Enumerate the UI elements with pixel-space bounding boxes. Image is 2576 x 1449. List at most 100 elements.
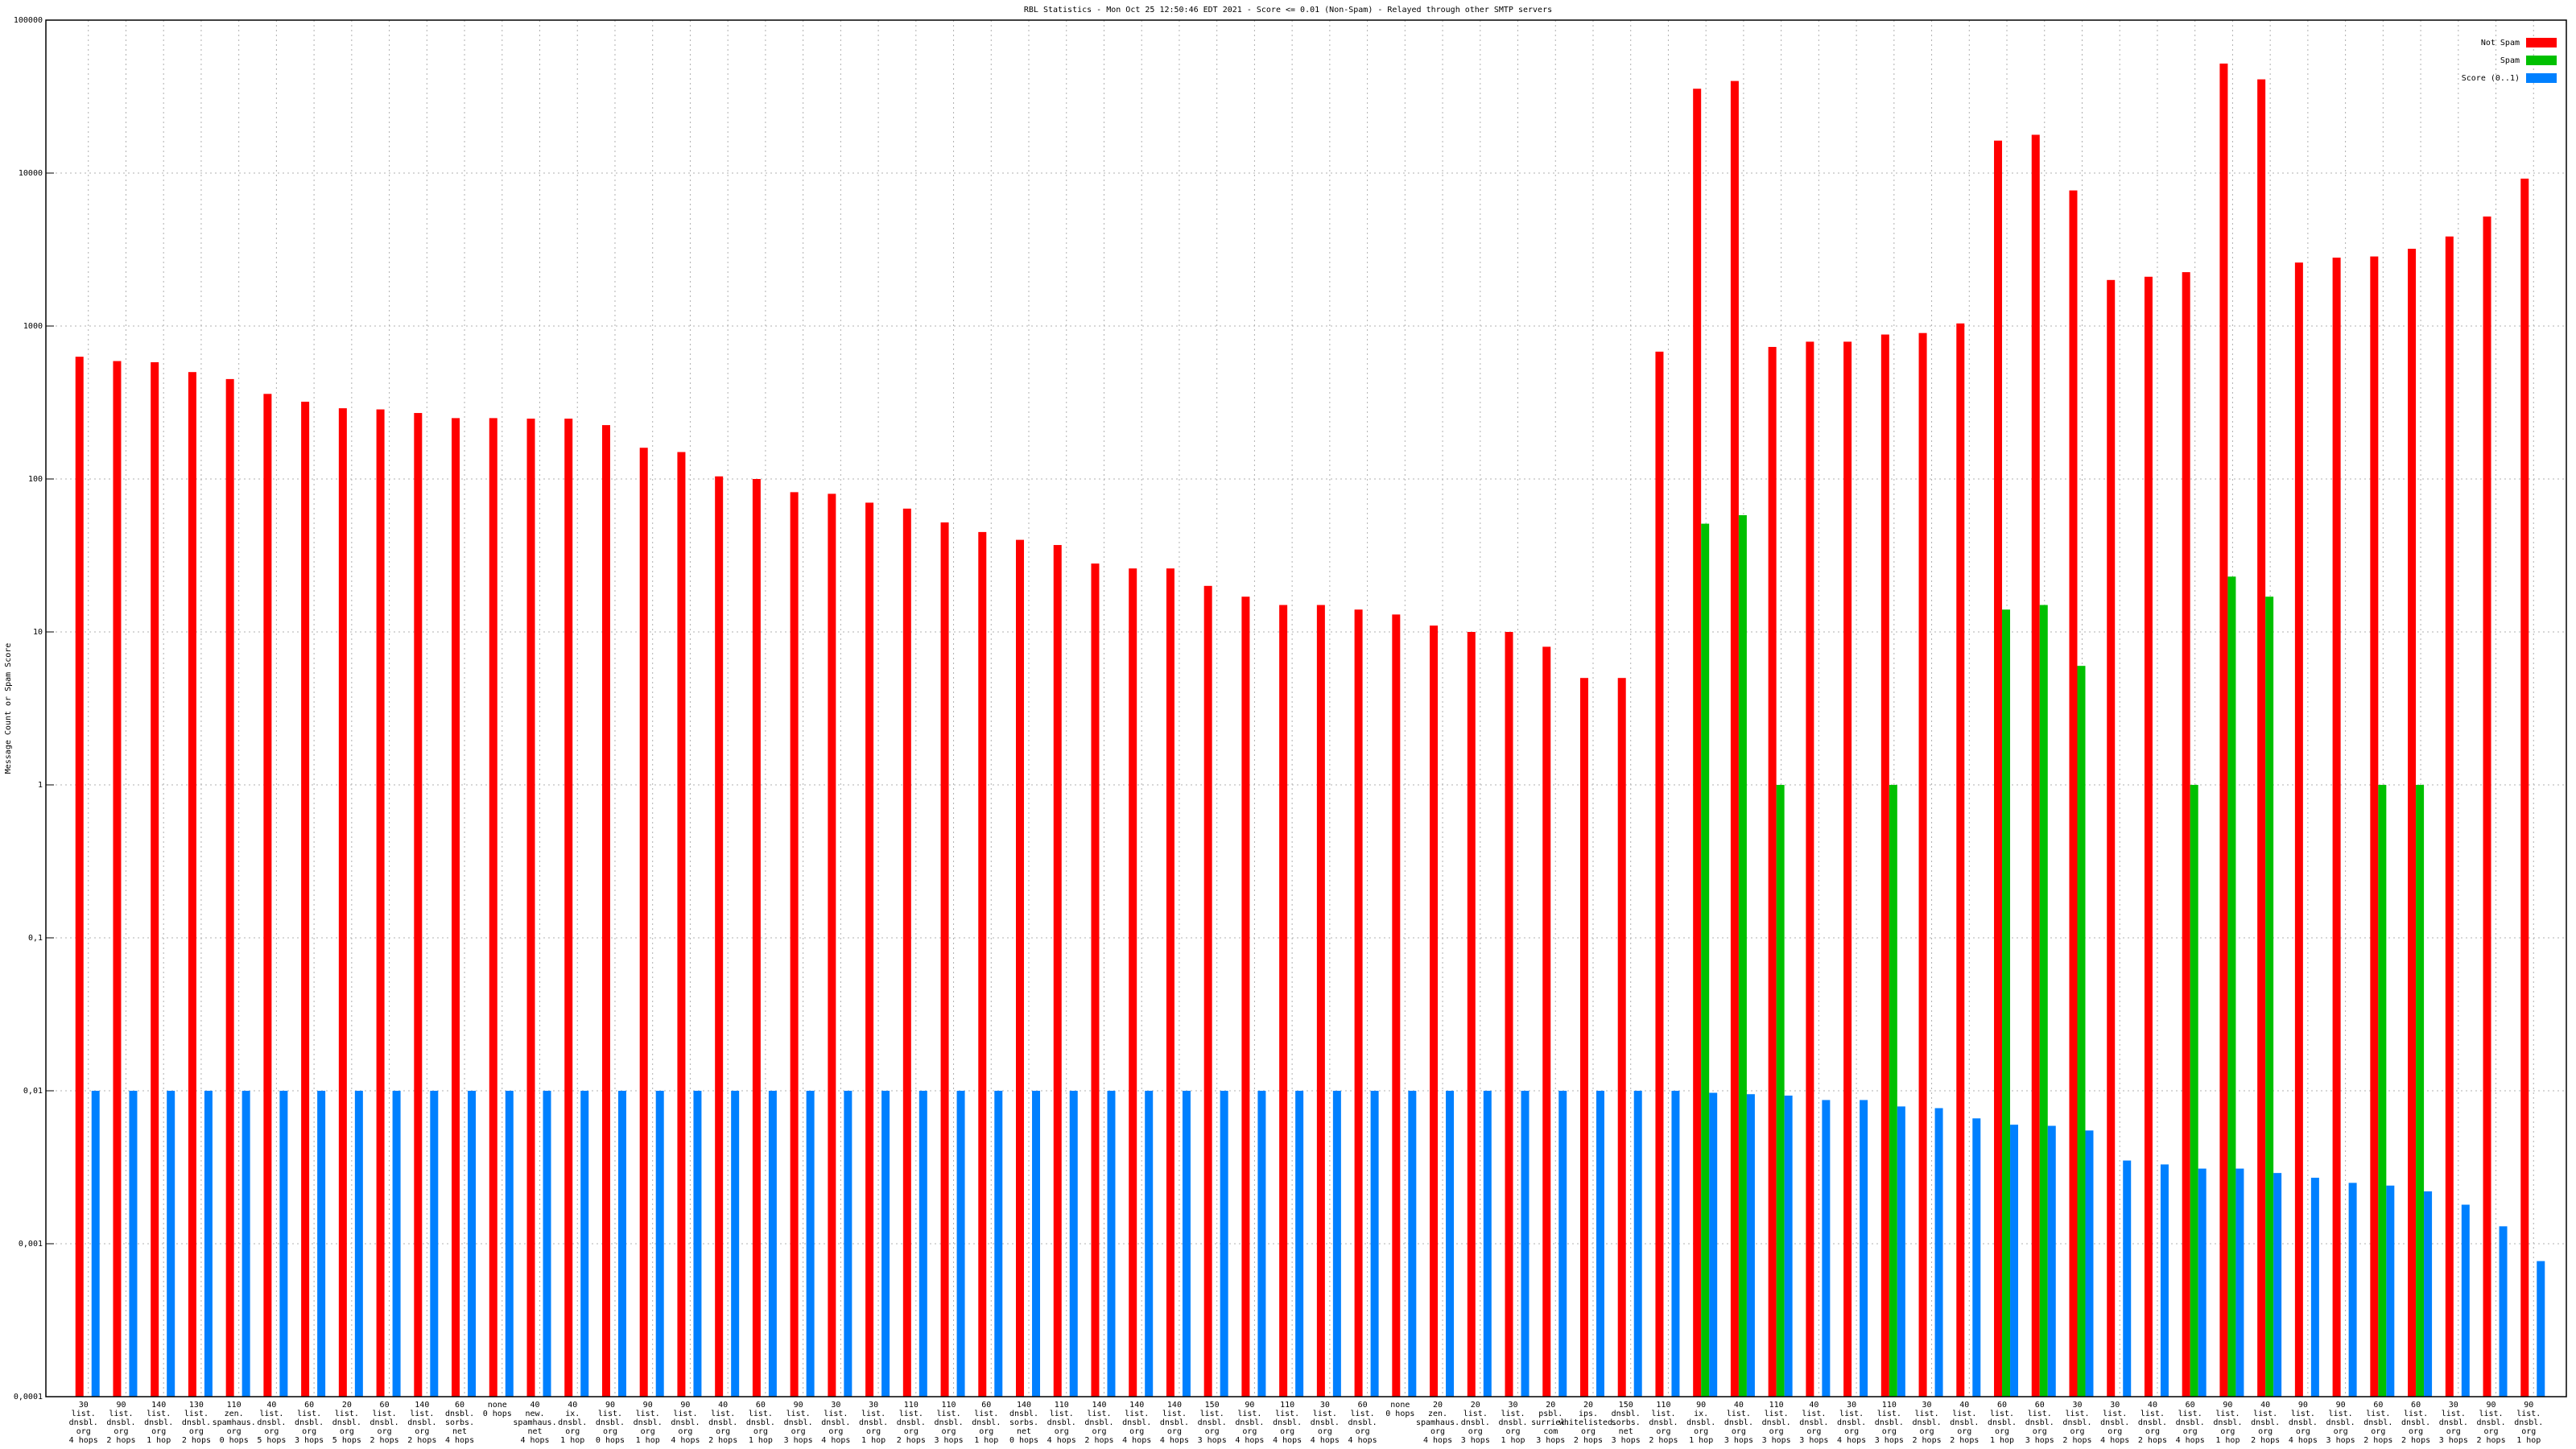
x-tick-label: 2 hops	[1084, 1436, 1113, 1445]
x-tick-label: 2 hops	[407, 1436, 436, 1445]
bar	[1542, 646, 1551, 1397]
x-tick-label: list.	[184, 1410, 208, 1418]
x-tick-label: org	[1356, 1427, 1370, 1436]
bar	[151, 361, 159, 1397]
bar	[1671, 1091, 1680, 1397]
bar	[91, 1091, 100, 1397]
bar	[2077, 666, 2086, 1397]
bar	[1392, 614, 1401, 1397]
x-tick-label: 0 hops	[483, 1410, 512, 1418]
x-tick-label: dnsbl.	[2439, 1418, 2468, 1427]
bar	[1032, 1091, 1041, 1397]
y-tick-label: 0,0001	[14, 1393, 43, 1402]
x-tick-label: 2 hops	[2401, 1436, 2430, 1445]
x-tick-label: 2 hops	[1950, 1436, 1979, 1445]
x-tick-label: 4 hops	[1122, 1436, 1151, 1445]
y-tick-label: 10000	[19, 169, 43, 178]
y-tick-label: 0,1	[28, 934, 43, 943]
x-tick-label: list.	[2215, 1410, 2240, 1418]
bar	[2537, 1261, 2545, 1397]
x-tick-label: dnsbl.	[1047, 1418, 1076, 1427]
x-tick-label: org	[603, 1427, 617, 1436]
bar	[2010, 1125, 2019, 1397]
x-tick-label: 30	[2072, 1401, 2082, 1410]
x-tick-label: 60	[756, 1401, 766, 1410]
x-tick-label: 4 hops	[1837, 1436, 1866, 1445]
bar	[2182, 272, 2190, 1397]
x-tick-label: 1 hop	[749, 1436, 773, 1445]
bar	[1768, 346, 1777, 1397]
x-tick-label: list.	[786, 1410, 811, 1418]
x-tick-label: 0 hops	[1009, 1436, 1038, 1445]
x-tick-label: 40	[1734, 1401, 1744, 1410]
x-tick-label: list.	[373, 1410, 397, 1418]
x-tick-label: org	[1694, 1427, 1708, 1436]
x-tick-label: 4 hops	[671, 1436, 700, 1445]
x-tick-label: dnsbl.	[2062, 1418, 2091, 1427]
x-tick-label: dnsbl.	[558, 1418, 587, 1427]
x-tick-label: dnsbl.	[1273, 1418, 1302, 1427]
x-tick-label: 90	[2336, 1401, 2346, 1410]
bar	[129, 1091, 138, 1397]
x-tick-label: list.	[1915, 1410, 1939, 1418]
x-tick-label: org	[2484, 1427, 2499, 1436]
x-tick-label: org	[828, 1427, 843, 1436]
x-tick-label: list.	[2140, 1410, 2165, 1418]
x-tick-label: 20	[1433, 1401, 1443, 1410]
x-tick-label: 110	[1280, 1401, 1294, 1410]
x-tick-label: dnsbl.	[1875, 1418, 1904, 1427]
bar	[1241, 597, 1250, 1397]
x-tick-label: 140	[151, 1401, 166, 1410]
bar	[1069, 1091, 1078, 1397]
bar	[1091, 564, 1100, 1397]
bar	[580, 1091, 589, 1397]
x-tick-label: 4 hops	[2100, 1436, 2129, 1445]
bar	[2123, 1160, 2132, 1397]
x-tick-label: 30	[2110, 1401, 2120, 1410]
x-tick-label: none	[488, 1401, 507, 1410]
chart-title: RBL Statistics - Mon Oct 25 12:50:46 EDT…	[1024, 6, 1552, 14]
x-tick-label: 3 hops	[1724, 1436, 1753, 1445]
y-tick-label: 0,001	[19, 1240, 43, 1249]
x-tick-label: sorbs.	[445, 1418, 474, 1427]
bar	[2445, 236, 2454, 1397]
x-tick-label: dnsbl.	[1913, 1418, 1942, 1427]
x-tick-label: 20	[1583, 1401, 1593, 1410]
x-tick-label: 150	[1619, 1401, 1633, 1410]
x-tick-label: org	[2334, 1427, 2348, 1436]
x-tick-label: dnsbl.	[1348, 1418, 1377, 1427]
x-tick-label: 4 hops	[2289, 1436, 2318, 1445]
x-tick-label: 4 hops	[1235, 1436, 1264, 1445]
bar	[693, 1091, 702, 1397]
x-tick-label: dnsbl.	[2289, 1418, 2318, 1427]
x-tick-label: 110	[942, 1401, 956, 1410]
bar	[2227, 576, 2236, 1397]
x-tick-label: org	[1055, 1427, 1069, 1436]
legend-label: Spam	[2500, 56, 2520, 65]
x-tick-label: sorbs.	[1612, 1418, 1641, 1427]
bar	[1145, 1091, 1154, 1397]
bar	[1822, 1100, 1831, 1397]
x-tick-label: 60	[2186, 1401, 2195, 1410]
x-tick-label: 1 hop	[2516, 1436, 2541, 1445]
x-tick-label: list.	[1802, 1410, 1826, 1418]
x-tick-label: 2 hops	[2062, 1436, 2091, 1445]
bar	[865, 502, 874, 1397]
x-tick-label: 40	[718, 1401, 728, 1410]
x-tick-label: list.	[1727, 1410, 1751, 1418]
x-tick-label: zen.	[1428, 1410, 1447, 1418]
x-tick-label: list.	[109, 1410, 133, 1418]
x-tick-label: list.	[1877, 1410, 1901, 1418]
bar	[2198, 1168, 2207, 1397]
x-tick-label: ips.	[1579, 1410, 1598, 1418]
bar	[2310, 1178, 2319, 1397]
x-tick-label: 30	[1320, 1401, 1330, 1410]
x-tick-label: 3 hops	[1612, 1436, 1641, 1445]
x-tick-label: dnsbl.	[1799, 1418, 1828, 1427]
x-tick-label: list.	[2366, 1410, 2390, 1418]
bar	[1806, 341, 1814, 1397]
bar	[2235, 1168, 2244, 1397]
x-tick-label: list.	[2404, 1410, 2428, 1418]
x-tick-label: dnsbl.	[1724, 1418, 1753, 1427]
